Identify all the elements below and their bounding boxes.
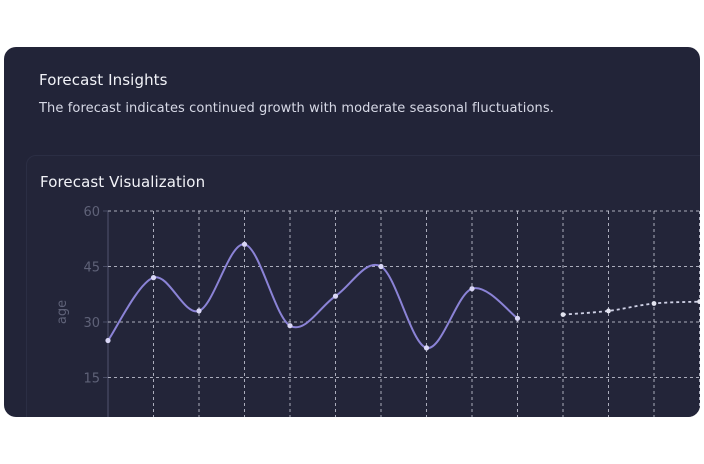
forecast-data-point (651, 301, 657, 306)
actual-data-point (423, 345, 430, 351)
actual-data-point (196, 308, 202, 314)
forecast-data-point (560, 312, 566, 317)
actual-data-point (469, 286, 475, 292)
forecast-card: Forecast Insights The forecast indicates… (4, 47, 700, 417)
forecast-data-point (606, 308, 611, 314)
y-tick-label: 60 (83, 205, 100, 220)
forecast-chart: 15 30 45 60 age (55, 205, 700, 417)
y-tick-label: 15 (83, 372, 100, 387)
y-tick-label: 45 (83, 261, 100, 276)
chart-series (105, 241, 700, 351)
actual-data-point (150, 275, 157, 281)
actual-data-point (287, 323, 293, 329)
y-tick-label: 30 (83, 316, 100, 331)
actual-data-point (514, 315, 521, 321)
insights-description: The forecast indicates continued growth … (39, 101, 554, 116)
chart-grid (103, 210, 700, 417)
actual-series-line (107, 243, 519, 349)
y-axis-label: age (55, 300, 70, 324)
actual-data-point (378, 263, 384, 270)
actual-data-point (241, 241, 248, 247)
forecast-series-line (562, 300, 700, 316)
actual-data-point (332, 293, 339, 299)
y-axis-ticks: 15 30 45 60 (83, 205, 100, 387)
visualization-panel (26, 155, 700, 417)
forecast-data-point (697, 299, 700, 305)
actual-data-point (105, 337, 111, 344)
insights-title: Forecast Insights (39, 71, 168, 89)
visualization-title: Forecast Visualization (40, 173, 206, 191)
